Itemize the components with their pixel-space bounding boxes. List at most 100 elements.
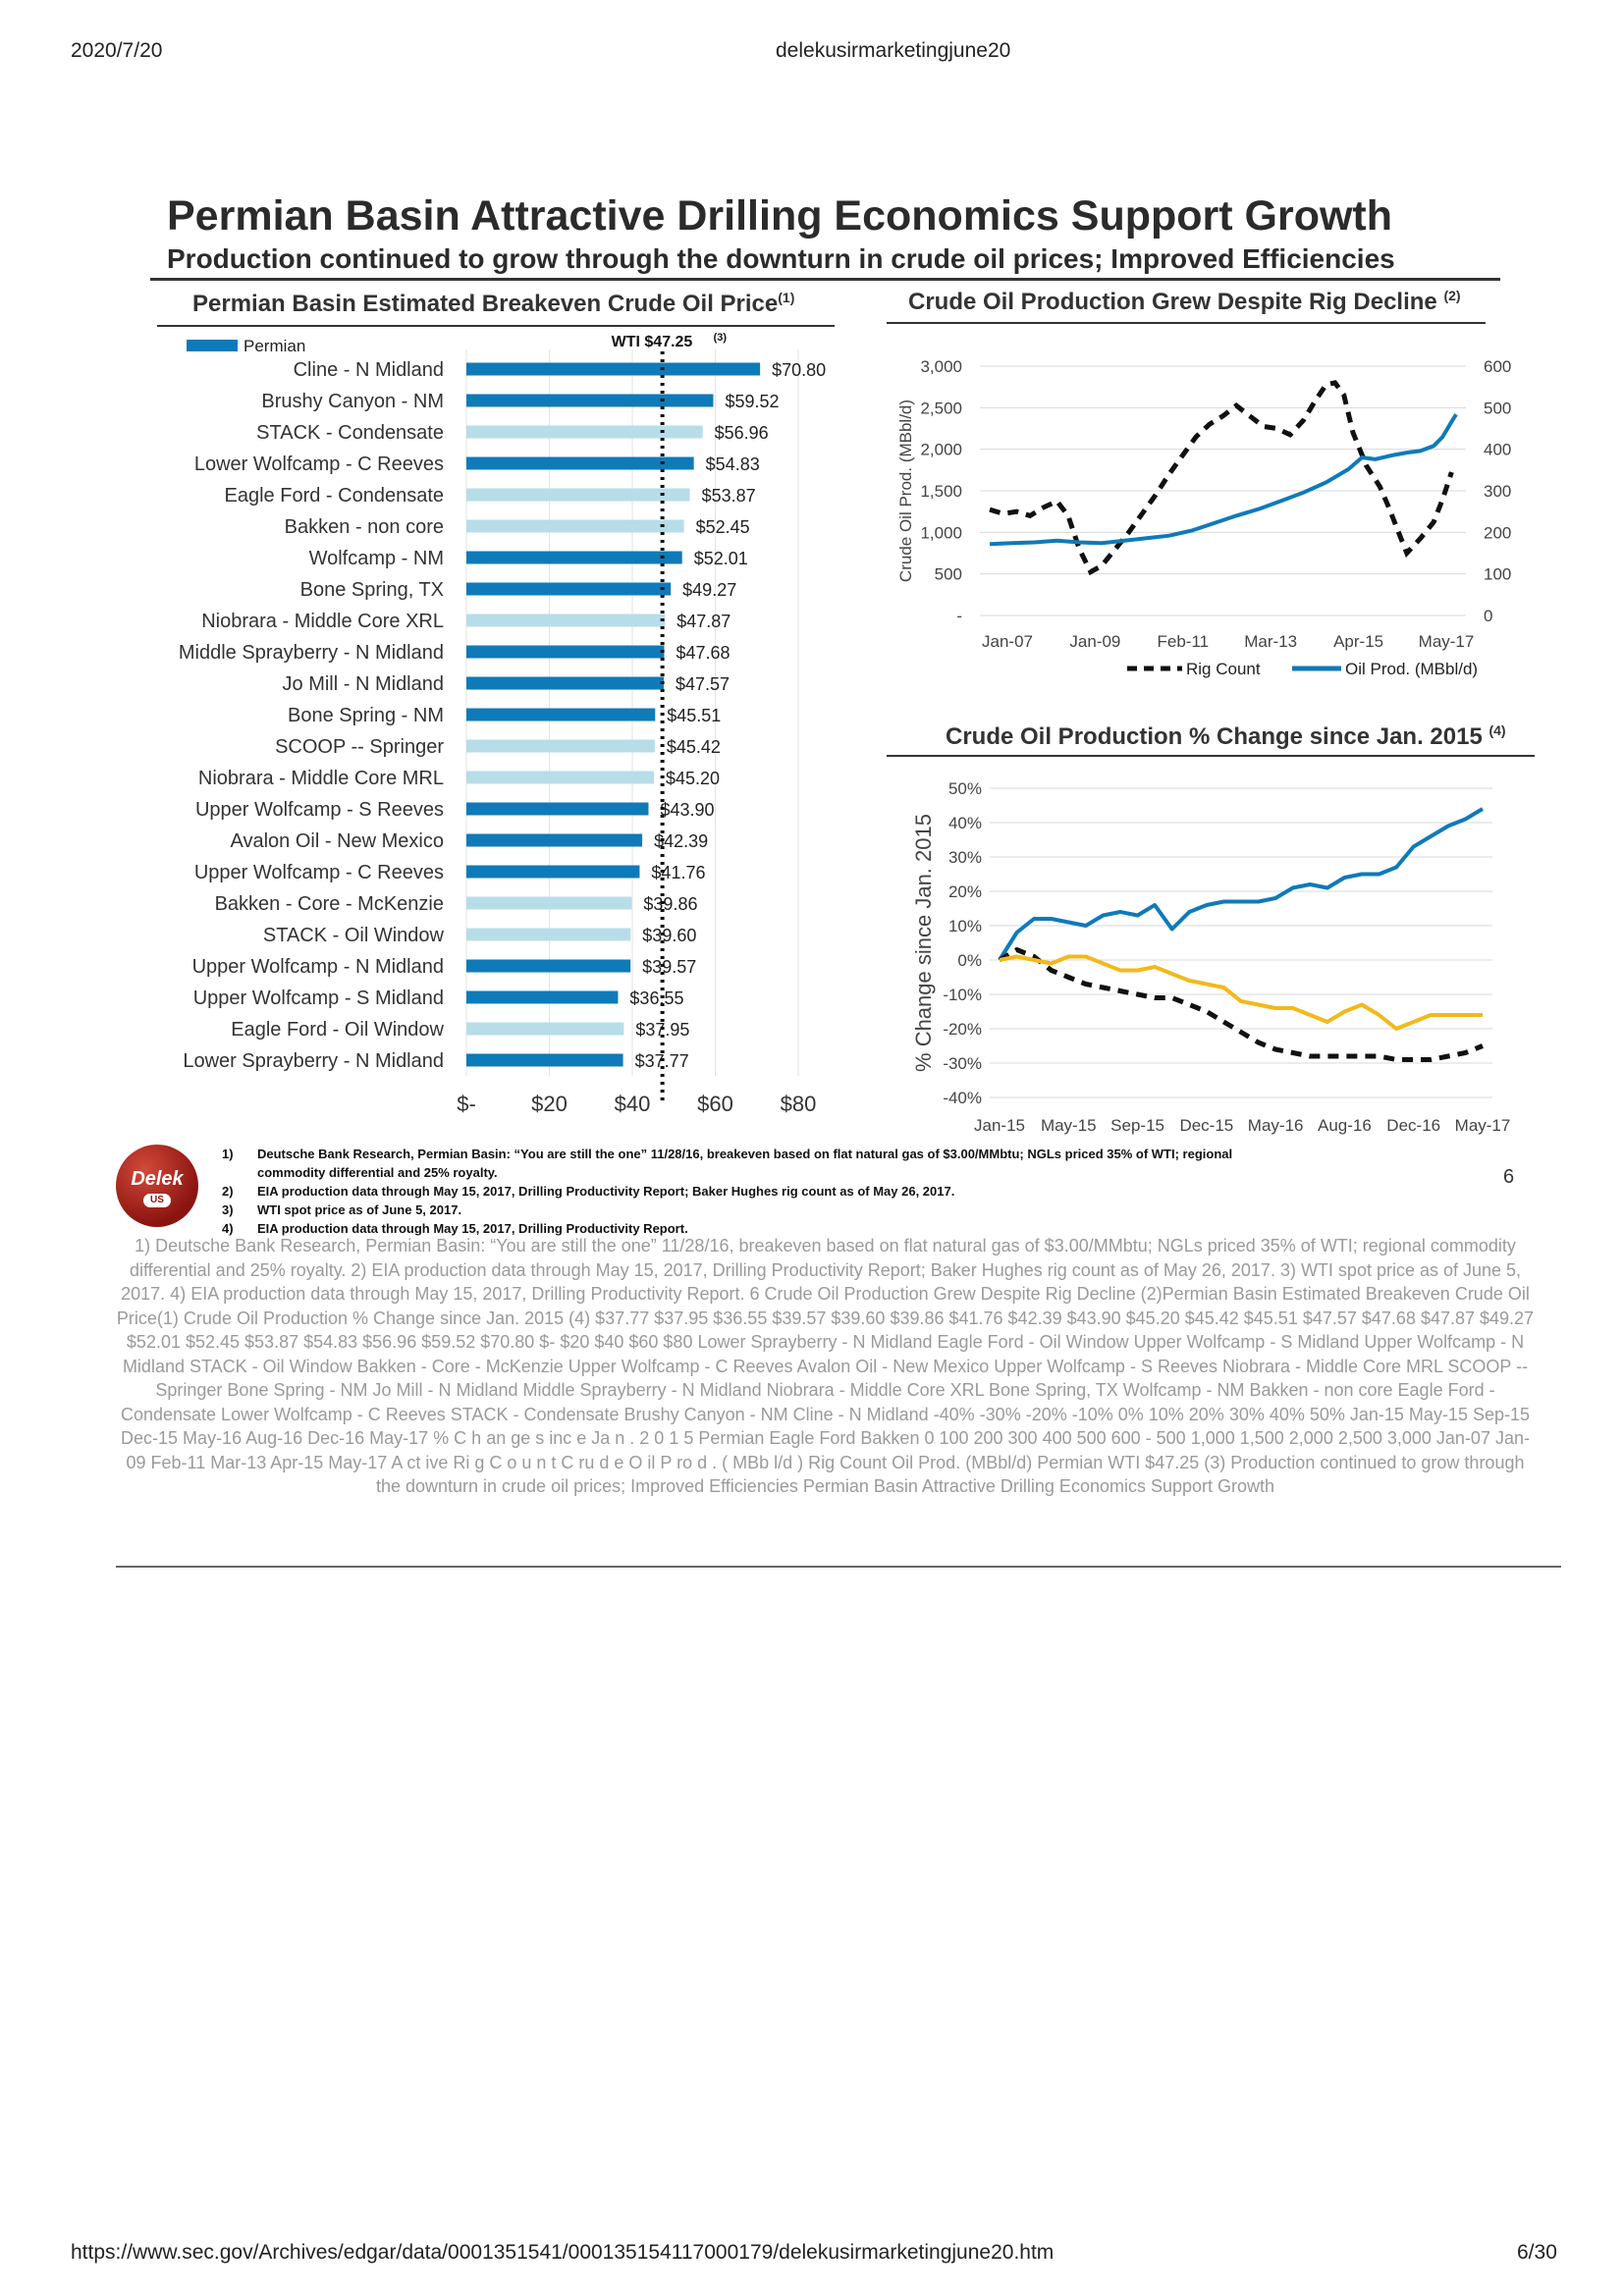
y-tick-label: 20% (948, 882, 982, 901)
footnote-text: Deutsche Bank Research, Permian Basin: “… (257, 1147, 1233, 1161)
bar-value-label: $56.96 (715, 423, 769, 443)
series-line-permian (998, 807, 1485, 962)
bar-value-label: $39.86 (643, 894, 697, 914)
category-label: Avalon Oil - New Mexico (231, 830, 444, 852)
print-doc-title: delekusirmarketingjune20 (776, 39, 1011, 62)
bar-value-label: $52.01 (694, 549, 748, 568)
category-label: STACK - Condensate (256, 422, 444, 444)
bar (466, 1053, 623, 1067)
bar (466, 394, 714, 407)
pct-chart-title-sup: (4) (1488, 722, 1506, 738)
x-tick-label: May-17 (1419, 632, 1475, 651)
bar (466, 959, 631, 973)
footnotes: 1) Deutsche Bank Research, Permian Basin:… (222, 1145, 1400, 1238)
bar-value-label: $52.45 (696, 517, 750, 537)
x-tick-label: Apr-15 (1333, 632, 1383, 651)
bar-value-label: $53.87 (702, 486, 756, 506)
y-tick-label: -40% (943, 1089, 982, 1107)
category-label: Bakken - Core - McKenzie (215, 893, 444, 915)
bar (466, 833, 643, 847)
pct-title-rule (887, 755, 1535, 757)
extracted-text: 1) Deutsche Bank Research, Permian Basin… (116, 1236, 1535, 1496)
bar-value-label: $42.39 (654, 831, 708, 851)
footnote-text: EIA production data through May 15, 2017… (257, 1184, 955, 1199)
bar (466, 928, 631, 941)
bar-value-label: $47.57 (676, 674, 730, 694)
bar (466, 614, 666, 627)
bar (466, 519, 684, 533)
footnote: 1) Deutsche Bank Research, Permian Basin:… (222, 1145, 1400, 1163)
y-tick-label: 40% (948, 814, 982, 832)
y-tick-label: 2,000 (920, 441, 962, 459)
production-title-rule (887, 322, 1486, 324)
x-tick-label: $80 (781, 1092, 817, 1116)
y2-axis-label: Active Rig Count (1528, 428, 1530, 553)
category-label: Cline - N Midland (294, 359, 444, 381)
bar-value-label: $45.20 (666, 769, 720, 788)
x-tick-label: Jan-15 (974, 1116, 1025, 1135)
delek-logo-badge: US (143, 1194, 171, 1207)
category-label: Upper Wolfcamp - S Midland (193, 988, 444, 1009)
bar-value-label: $70.80 (772, 360, 826, 380)
pct-chart-title-text: Crude Oil Production % Change since Jan.… (946, 723, 1483, 750)
footnote: 3) WTI spot price as of June 5, 2017. (222, 1201, 1400, 1219)
production-chart-title: Crude Oil Production Grew Despite Rig De… (908, 288, 1461, 316)
y2-tick-label: 600 (1484, 357, 1511, 376)
bar (466, 362, 761, 376)
wti-reference-label: WTI $47.25 (612, 334, 693, 350)
bar-value-label: $49.27 (682, 580, 736, 600)
category-label: Bone Spring, TX (300, 579, 444, 601)
category-label: Upper Wolfcamp - C Reeves (194, 862, 444, 883)
y2-tick-label: 100 (1484, 565, 1511, 584)
production-chart-title-text: Crude Oil Production Grew Despite Rig De… (908, 289, 1437, 315)
bar-value-label: $36.55 (629, 988, 683, 1008)
category-label: Wolfcamp - NM (309, 548, 444, 569)
y-tick-label: - (956, 607, 962, 625)
bar-value-label: $47.87 (676, 612, 730, 631)
rig-count-line (989, 380, 1454, 576)
bar (466, 456, 694, 470)
footnote-text: WTI spot price as of June 5, 2017. (257, 1202, 462, 1217)
bottom-rule (116, 1566, 1561, 1568)
x-tick-label: May-17 (1455, 1116, 1511, 1135)
x-tick-label: Dec-15 (1179, 1116, 1233, 1135)
bar-value-label: $54.83 (706, 454, 760, 474)
bar-value-label: $39.57 (642, 957, 696, 977)
y-tick-label: 0% (957, 951, 982, 970)
delek-logo-text: Delek (131, 1168, 184, 1190)
y-tick-label: 30% (948, 848, 982, 867)
print-url: https://www.sec.gov/Archives/edgar/data/… (71, 2241, 1055, 2264)
bar (466, 708, 656, 721)
footnote-text: EIA production data through May 15, 2017… (257, 1221, 688, 1236)
y-tick-label: 50% (948, 779, 982, 798)
y2-tick-label: 0 (1484, 607, 1492, 625)
print-page: 6/30 (1517, 2241, 1557, 2264)
wti-reference-sup: (3) (714, 332, 728, 344)
bar (466, 865, 640, 879)
bar (466, 676, 664, 690)
oil-prod-line (989, 413, 1458, 547)
x-tick-label: Feb-11 (1157, 632, 1209, 651)
bar (466, 425, 703, 439)
category-label: Bone Spring - NM (288, 705, 444, 726)
legend-permian-label: Permian (243, 337, 305, 355)
footnote-text: commodity differential and 25% royalty. (257, 1165, 498, 1180)
bar (466, 582, 672, 596)
bar (466, 990, 619, 1004)
category-label: Upper Wolfcamp - S Reeves (195, 799, 444, 821)
delek-logo: Delek US (116, 1145, 198, 1227)
y-tick-label: 10% (948, 917, 982, 935)
bar (466, 802, 649, 816)
y-tick-label: 500 (935, 565, 962, 584)
bar-value-label: $43.90 (660, 800, 714, 820)
x-tick-label: Jan-07 (982, 632, 1033, 651)
category-label: Middle Sprayberry - N Midland (179, 642, 444, 664)
x-tick-label: $60 (697, 1092, 733, 1116)
y-tick-label: -20% (943, 1020, 982, 1039)
legend-prod-label: Oil Prod. (MBbl/d) (1345, 660, 1478, 678)
category-label: SCOOP -- Springer (275, 736, 444, 758)
legend-permian-swatch (187, 340, 238, 351)
category-label: Eagle Ford - Oil Window (231, 1019, 444, 1041)
production-chart: - 500 1,000 1,500 2,000 2,500 3,000 0 100 200 300 4… (896, 357, 1530, 678)
category-label: Jo Mill - N Midland (283, 673, 444, 695)
